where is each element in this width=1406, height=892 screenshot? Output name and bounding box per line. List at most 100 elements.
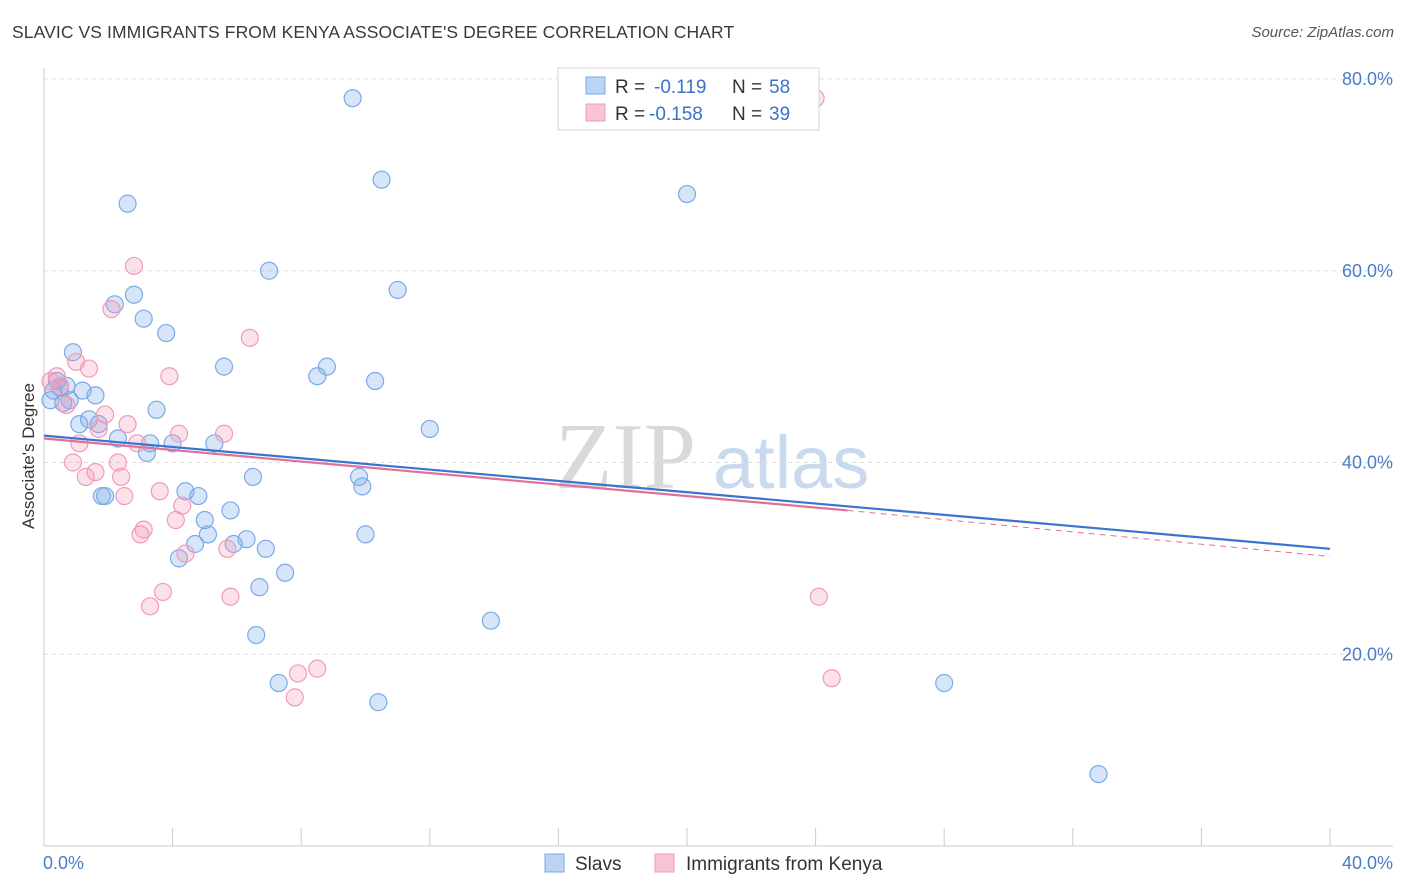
slavs-point xyxy=(124,285,144,304)
slavs-point xyxy=(247,625,266,645)
slavs-point xyxy=(157,323,176,343)
slavs-point xyxy=(189,486,208,506)
slavs-point xyxy=(420,419,439,439)
slavs-point xyxy=(214,357,234,376)
legend-n-label-2: N = xyxy=(732,104,762,125)
slavs-point xyxy=(366,371,385,391)
kenya-point xyxy=(169,424,189,443)
kenya-point xyxy=(176,544,195,563)
y-tick-label: 60.0% xyxy=(1342,261,1393,281)
kenya-point xyxy=(308,659,327,678)
slavs-point xyxy=(349,467,369,486)
slavs-point xyxy=(195,510,214,530)
kenya-point xyxy=(288,664,308,683)
slavs-point xyxy=(317,357,337,376)
slavs-point xyxy=(356,525,375,544)
kenya-point xyxy=(115,486,134,506)
slavs-point xyxy=(1089,764,1108,784)
kenya-point xyxy=(173,496,192,515)
slavs-point xyxy=(243,467,263,486)
slavs-point xyxy=(186,534,205,554)
y-tick-label: 20.0% xyxy=(1342,644,1393,664)
slavs-point xyxy=(63,343,83,362)
legend-n-value-2: 39 xyxy=(769,104,790,125)
kenya-point xyxy=(76,467,95,486)
kenya-point xyxy=(47,367,66,386)
series-legend: Slavs Immigrants from Kenya xyxy=(544,853,883,875)
slavs-point xyxy=(308,367,327,386)
legend-label-slavs: Slavs xyxy=(575,854,621,875)
kenya-point xyxy=(112,467,131,486)
slavs-trend-line xyxy=(43,434,1331,550)
bottom-swatch-slavs xyxy=(544,853,565,873)
slavs-point xyxy=(935,673,954,693)
kenya-point xyxy=(124,256,144,276)
y-tick-labels: 20.0% 40.0% 60.0% 80.0% xyxy=(1342,69,1393,664)
gridlines xyxy=(44,78,1393,655)
slavs-point xyxy=(481,611,500,630)
kenya-point xyxy=(822,669,841,688)
kenya-point xyxy=(160,367,179,386)
y-tick-label: 80.0% xyxy=(1342,69,1393,89)
watermark-zip: ZIP xyxy=(555,405,696,509)
kenya-point xyxy=(57,395,76,415)
legend-r-label-1: R = xyxy=(615,77,645,98)
slavs-point xyxy=(70,415,89,434)
kenya-point xyxy=(102,300,121,319)
kenya-point xyxy=(214,424,234,443)
kenya-point xyxy=(79,359,99,378)
legend-r-label-2: R = xyxy=(615,104,645,125)
legend-swatch-kenya xyxy=(585,103,606,122)
kenya-point xyxy=(95,405,115,424)
kenya-points xyxy=(41,89,841,707)
slavs-point xyxy=(259,261,279,280)
kenya-point xyxy=(218,539,237,558)
kenya-point xyxy=(50,376,70,395)
trend-lines xyxy=(43,434,1331,557)
legend-r-value-1: -0.119 xyxy=(654,77,706,98)
y-axis-label: Associate's Degree xyxy=(19,383,38,529)
x-tick-labels: 0.0% 40.0% xyxy=(43,853,1393,873)
slavs-point xyxy=(269,673,288,693)
slavs-point xyxy=(89,415,108,434)
kenya-point xyxy=(140,597,160,616)
kenya-point xyxy=(108,453,128,472)
slavs-point xyxy=(343,89,362,108)
slavs-point xyxy=(147,400,166,419)
source-label: Source: ZipAtlas.com xyxy=(1251,24,1394,41)
kenya-point xyxy=(134,520,153,539)
kenya-point xyxy=(809,587,828,606)
legend-n-value-1: 58 xyxy=(769,77,790,98)
y-tick-label: 40.0% xyxy=(1342,453,1393,473)
slavs-point xyxy=(198,525,218,544)
slavs-point xyxy=(134,309,153,328)
slavs-point xyxy=(86,386,105,405)
slavs-point xyxy=(256,539,275,558)
slavs-point xyxy=(276,563,295,582)
slavs-point xyxy=(205,434,224,453)
slavs-point xyxy=(118,194,137,213)
kenya-trend-line xyxy=(43,437,848,512)
slavs-point xyxy=(677,184,697,204)
kenya-point xyxy=(131,525,150,544)
kenya-point xyxy=(153,582,173,602)
slavs-point xyxy=(250,578,269,597)
legend-r-value-2: -0.158 xyxy=(649,104,703,125)
slavs-point xyxy=(95,486,115,506)
kenya-point xyxy=(221,587,240,606)
slavs-point xyxy=(105,295,124,314)
slavs-point xyxy=(221,501,240,520)
slavs-point xyxy=(388,280,407,300)
kenya-point xyxy=(285,688,304,707)
kenya-point xyxy=(63,453,83,472)
kenya-point xyxy=(86,462,105,482)
kenya-point xyxy=(118,415,137,434)
bottom-swatch-kenya xyxy=(654,853,675,873)
slavs-point xyxy=(237,530,256,549)
legend-label-kenya: Immigrants from Kenya xyxy=(686,854,883,875)
stats-legend: R = -0.119 N = 58 R = -0.158 N = 39 xyxy=(557,67,820,131)
legend-swatch-slavs xyxy=(585,76,606,95)
x-tick-marks xyxy=(172,828,1331,846)
kenya-trend-extension xyxy=(847,509,1331,557)
